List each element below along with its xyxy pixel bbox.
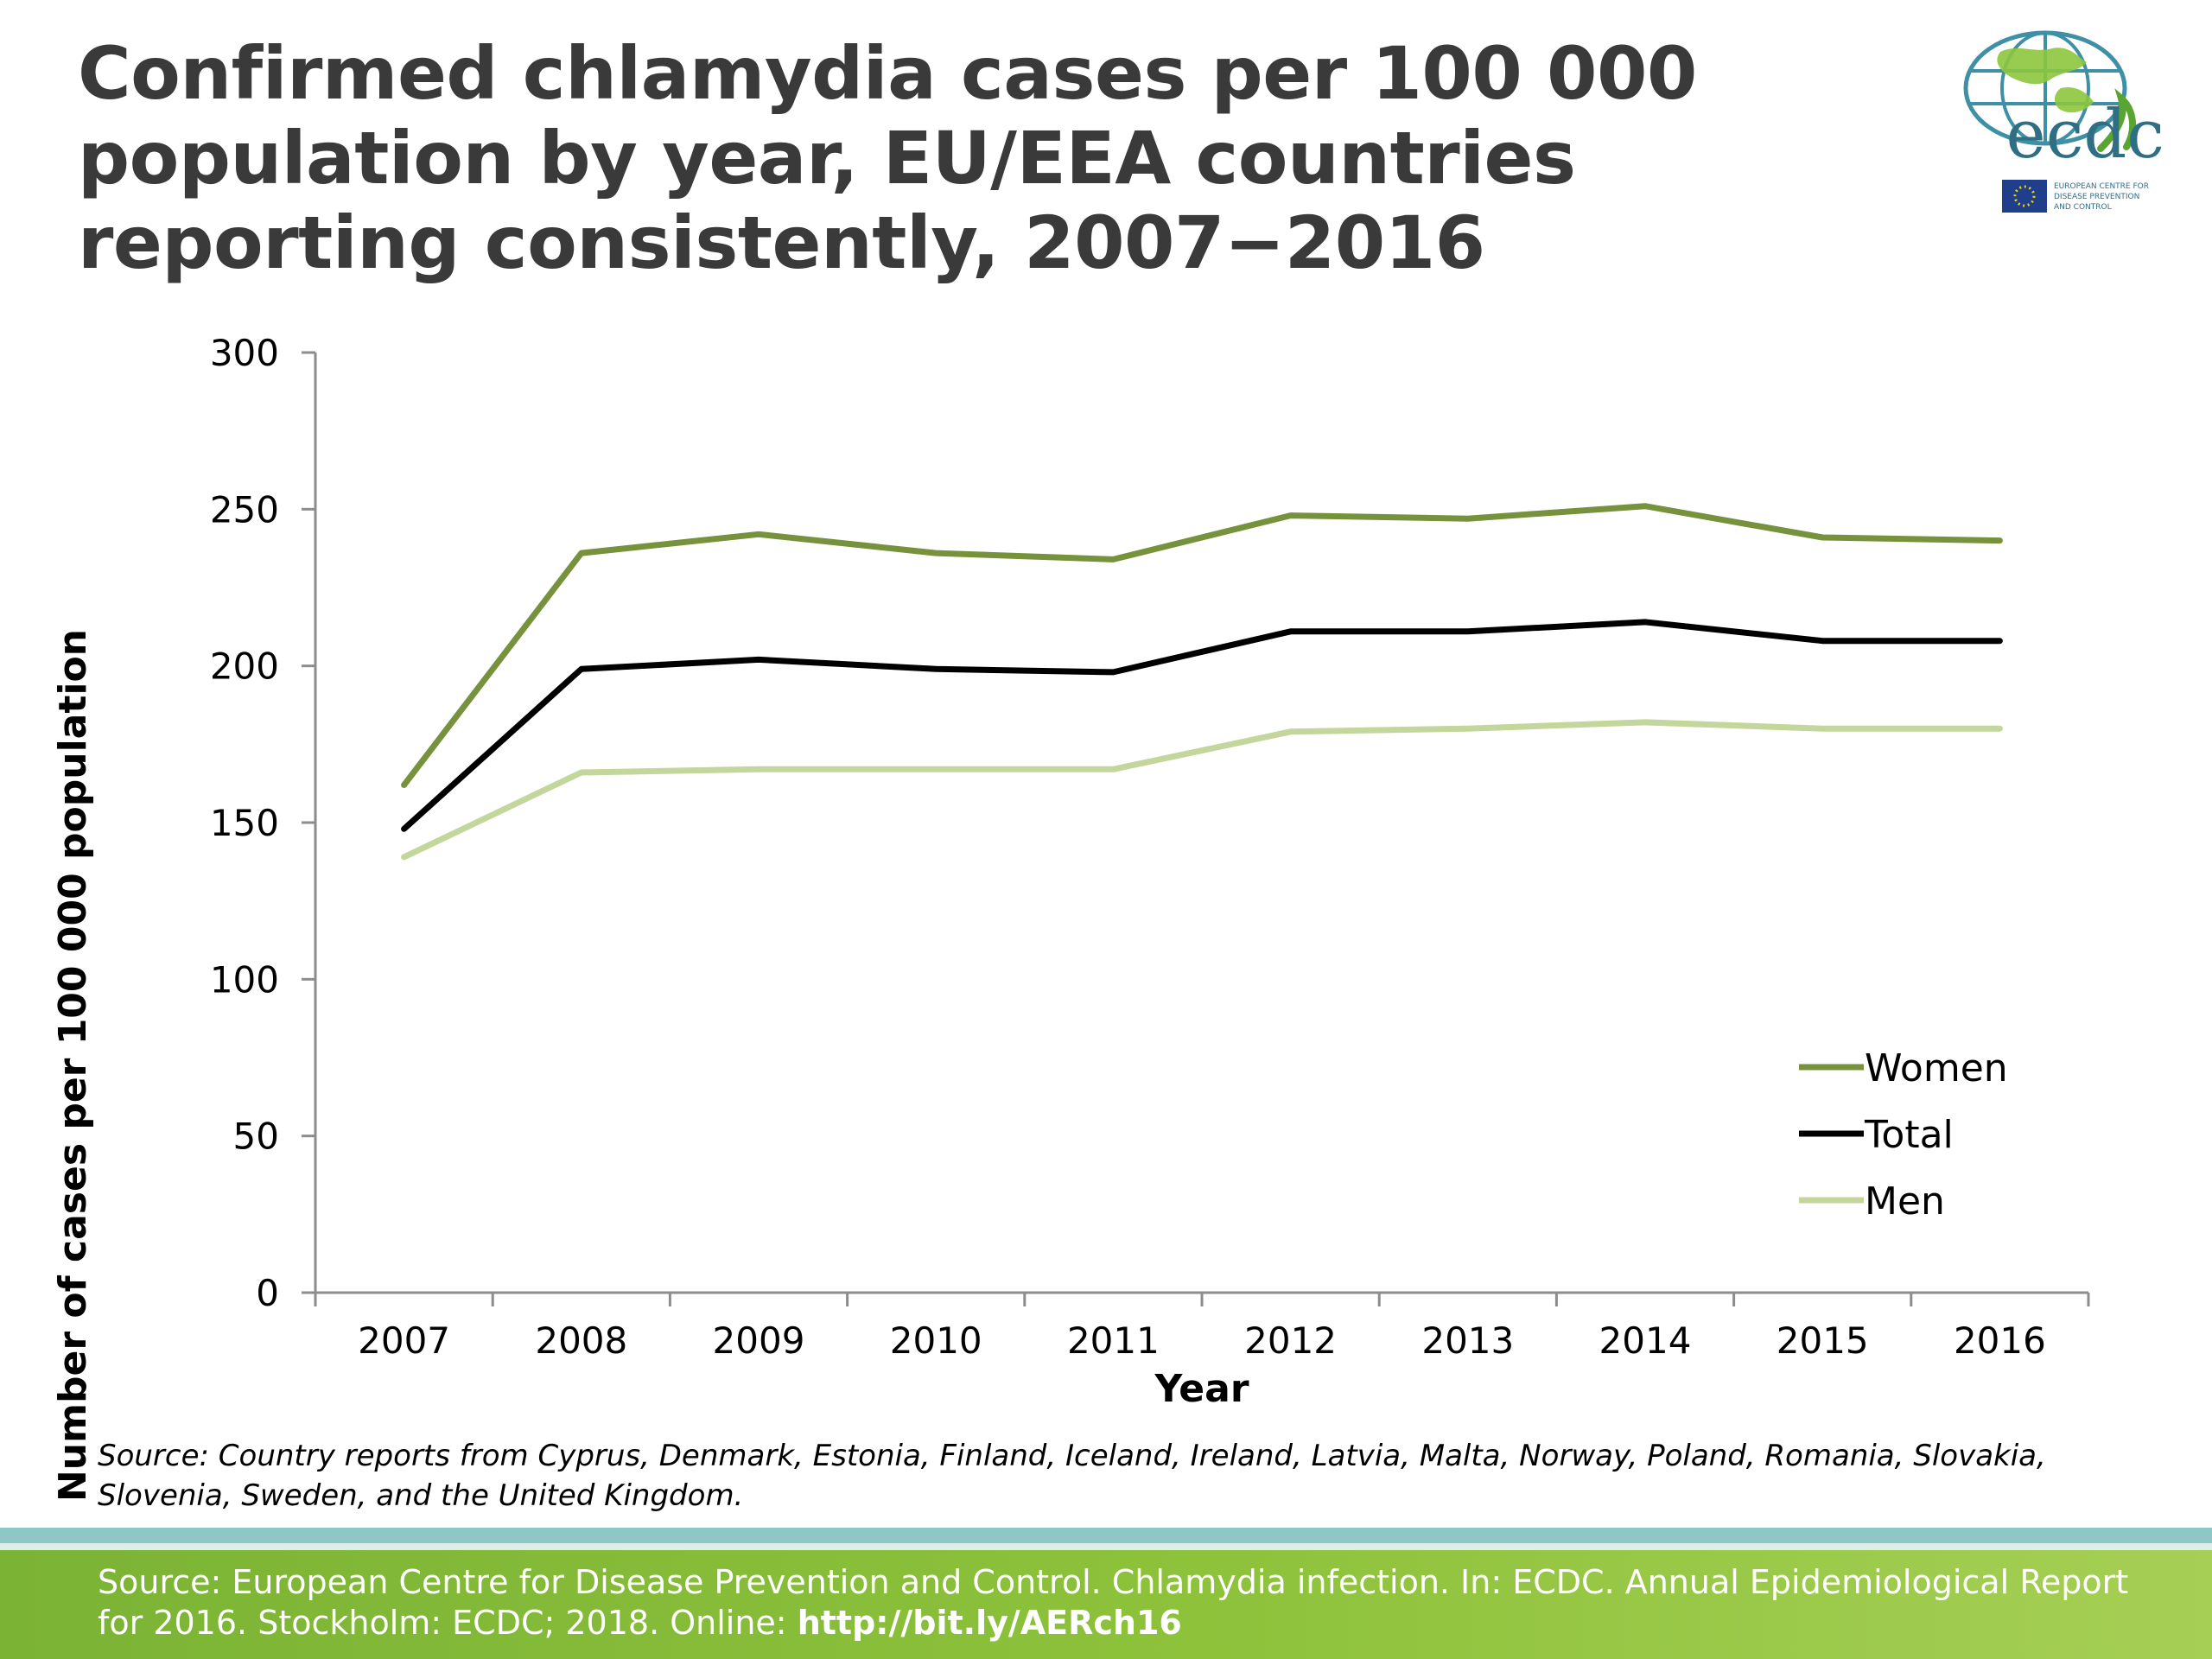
y-axis-title: Number of cases per 100 000 population [51, 628, 95, 1503]
logo-wordmark: ecdc [2006, 96, 2164, 174]
x-tick-label: 2011 [1067, 1319, 1160, 1362]
footer-citation: Source: European Centre for Disease Prev… [98, 1562, 2171, 1643]
series-line-women [401, 503, 2003, 788]
x-tick-label: 2015 [1777, 1319, 1869, 1362]
x-axis-title: Year [1154, 1367, 1249, 1411]
logo-subtitle-line-2: DISEASE PREVENTION [2054, 193, 2139, 201]
y-tick-label: 300 [210, 332, 279, 374]
y-tick-label: 200 [210, 645, 279, 688]
y-tick-label: 100 [210, 958, 279, 1001]
x-tick-label: 2013 [1421, 1319, 1514, 1362]
x-tick-label: 2012 [1244, 1319, 1337, 1362]
logo-subtitle-line-1: EUROPEAN CENTRE FOR [2054, 182, 2149, 191]
series-line-men [401, 719, 2003, 861]
eu-flag-icon [2002, 180, 2047, 213]
globe-icon: ecdc EUROPEAN CENTRE FOR DISEASE PREVENT… [1963, 30, 2164, 213]
legend-label-total: Total [1864, 1113, 1954, 1157]
x-tick-label: 2010 [890, 1319, 982, 1362]
y-tick-label: 250 [210, 488, 279, 531]
legend-label-men: Men [1865, 1179, 1945, 1224]
footer-band [0, 1550, 2212, 1659]
legend-label-women: Women [1865, 1046, 2008, 1090]
y-tick-label: 150 [210, 802, 279, 844]
x-tick-label: 2014 [1599, 1319, 1692, 1362]
footer-divider [0, 1528, 2212, 1543]
series-line-total [401, 619, 2003, 832]
x-tick-label: 2009 [713, 1319, 805, 1362]
logo-subtitle-line-3: AND CONTROL [2054, 203, 2112, 212]
chart-title: Confirmed chlamydia cases per 100 000 po… [78, 31, 1697, 285]
x-tick-label: 2016 [1954, 1319, 2046, 1362]
y-tick-label: 50 [233, 1116, 279, 1158]
line-chart: 0 50 100 150 200 250 300 2007 2008 2009 2010 2011 20… [210, 332, 2090, 1411]
citation-text: Source: European Centre for Disease Prev… [98, 1563, 2129, 1642]
x-tick-label: 2007 [358, 1319, 450, 1362]
ecdc-logo: ecdc EUROPEAN CENTRE FOR DISEASE PREVENT… [1948, 19, 2182, 226]
citation-link[interactable]: http://bit.ly/AERch16 [797, 1604, 1182, 1642]
y-tick-label: 0 [256, 1272, 279, 1314]
source-note: Source: Country reports from Cyprus, Den… [98, 1439, 2046, 1513]
x-tick-label: 2008 [535, 1319, 627, 1362]
